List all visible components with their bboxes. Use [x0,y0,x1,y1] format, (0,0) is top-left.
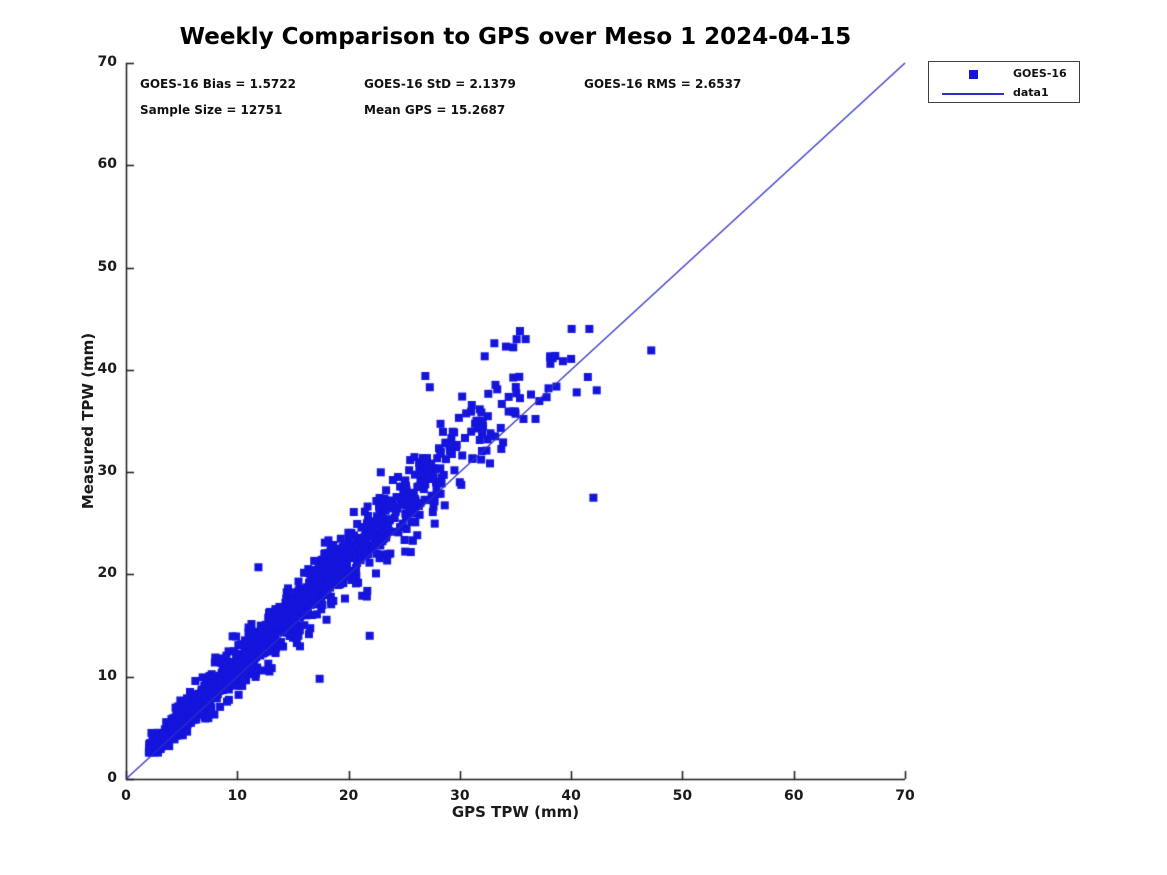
legend-box: GOES-16 data1 [928,61,1080,103]
y-tick-label: 10 [97,667,117,684]
x-tick-label: 20 [338,788,359,804]
x-tick-label: 30 [450,788,470,804]
stat-std: GOES-16 StD = 2.1379 [364,77,516,91]
y-tick-label: 70 [97,54,117,70]
stat-bias: GOES-16 Bias = 1.5722 [140,77,296,91]
stat-sample-size: Sample Size = 12751 [140,103,283,117]
stat-mean-gps: Mean GPS = 15.2687 [364,103,506,117]
chart-title: Weekly Comparison to GPS over Meso 1 202… [179,24,852,50]
x-tick-label: 50 [672,788,693,804]
x-axis-label: GPS TPW (mm) [451,803,580,821]
x-tick-label: 0 [121,788,131,804]
legend-label-data1: data1 [1013,86,1049,99]
y-tick-label: 40 [97,360,117,377]
legend-line-swatch [942,93,1004,95]
y-tick-label: 50 [97,258,117,275]
y-tick-label: 20 [97,565,117,582]
x-tick-label: 60 [783,788,804,804]
legend-marker-swatch [969,70,978,79]
y-tick-label: 30 [97,463,117,480]
x-tick-label: 70 [895,788,915,804]
y-tick-label: 60 [97,156,117,173]
legend-entry-data1: data1 [929,83,1079,103]
y-axis-label: Measured TPW (mm) [79,332,97,510]
x-tick-label: 10 [227,788,248,804]
stat-rms: GOES-16 RMS = 2.6537 [584,77,742,91]
legend-label-goes16: GOES-16 [1013,67,1067,80]
y-tick-label: 0 [107,770,117,786]
x-tick-label: 40 [561,788,581,804]
legend-entry-goes16: GOES-16 [929,64,1079,84]
